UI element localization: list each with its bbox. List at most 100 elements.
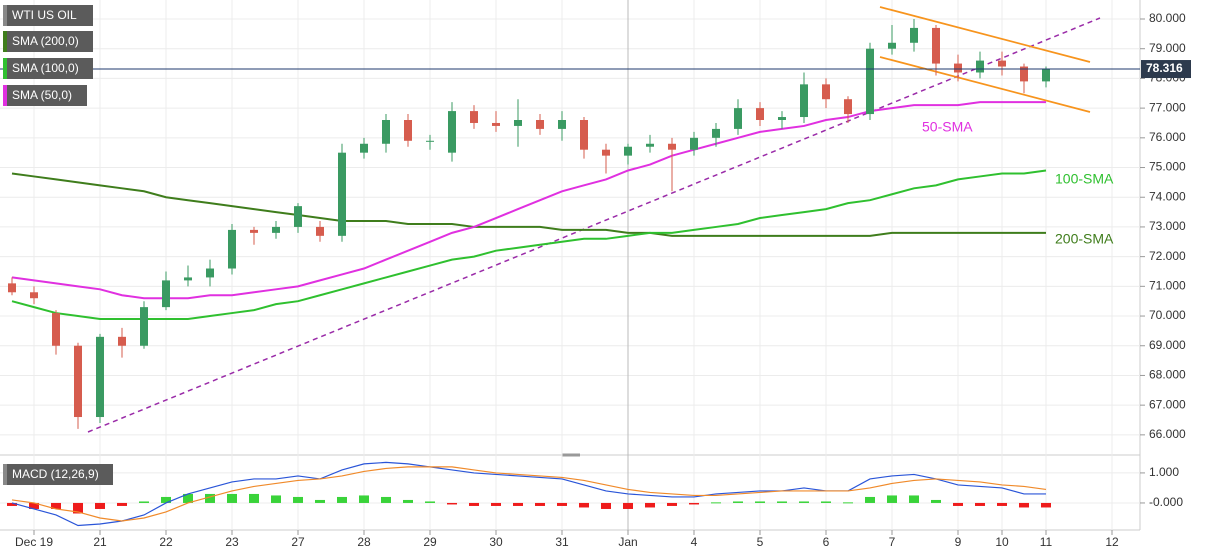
y-tick-label: 1.000 xyxy=(1149,465,1179,479)
macd-line xyxy=(11,461,1046,527)
macd-histogram-bar xyxy=(689,502,699,505)
candle-body xyxy=(998,60,1006,67)
x-tick-label: 22 xyxy=(159,535,173,549)
last-price-box xyxy=(1141,60,1191,79)
x-tick-label: 11 xyxy=(1040,535,1053,549)
x-tick-label: 23 xyxy=(225,535,239,549)
x-tick-label: 28 xyxy=(357,535,371,549)
macd-histogram-bar xyxy=(29,502,39,509)
macd-histogram-bar xyxy=(865,496,875,503)
y-tick-label: 72.000 xyxy=(1149,249,1186,263)
candle-body xyxy=(1042,69,1050,82)
candle-body xyxy=(470,111,478,123)
macd-histogram-bar xyxy=(975,502,985,506)
candle-body xyxy=(52,313,60,346)
macd-histogram-bar xyxy=(293,496,303,503)
macd-histogram-bar xyxy=(799,501,809,503)
candle-body xyxy=(140,307,148,346)
macd-histogram-bar xyxy=(447,502,457,505)
candle-body xyxy=(558,120,566,129)
trend-line xyxy=(87,17,1101,433)
candle-body xyxy=(932,27,940,64)
macd-histogram-bar xyxy=(425,501,435,503)
annotation: 50-SMA xyxy=(922,119,973,135)
candle-body xyxy=(910,27,918,43)
candle-body xyxy=(162,280,170,308)
legend-swatch xyxy=(3,464,7,485)
legend-label: SMA (200,0) xyxy=(12,34,79,48)
legend-box xyxy=(3,31,93,52)
legend-box xyxy=(3,58,93,79)
x-tick-label: Dec 19 xyxy=(15,535,53,549)
candle-body xyxy=(866,48,874,115)
legend-label: SMA (100,0) xyxy=(12,61,79,75)
macd-histogram-bar xyxy=(1019,502,1029,508)
candle-body xyxy=(74,345,82,418)
y-tick-label: 74.000 xyxy=(1149,189,1186,203)
candle-body xyxy=(272,226,280,233)
macd-histogram-bar xyxy=(711,502,721,504)
x-tick-label: 10 xyxy=(995,535,1009,549)
x-tick-label: 12 xyxy=(1105,535,1119,549)
x-tick-label: 31 xyxy=(555,535,569,549)
candle-body xyxy=(514,120,522,126)
candle-body xyxy=(96,336,104,418)
channel-line xyxy=(879,6,1091,63)
macd-histogram-bar xyxy=(469,502,479,506)
candle-body xyxy=(316,226,324,236)
x-tick-label: 9 xyxy=(955,535,962,549)
candle-body xyxy=(976,60,984,73)
macd-histogram-bar xyxy=(249,493,259,503)
macd-histogram-bar xyxy=(733,501,743,503)
macd-line xyxy=(11,466,1047,522)
x-tick-label: 5 xyxy=(757,535,764,549)
channel-line xyxy=(879,56,1091,113)
x-tick-label: 21 xyxy=(93,535,107,549)
macd-histogram-bar xyxy=(887,495,897,503)
legend-label: MACD (12,26,9) xyxy=(12,467,99,481)
macd-histogram-bar xyxy=(557,502,567,506)
candle-body xyxy=(690,137,698,150)
legend-label: WTI US OIL xyxy=(12,8,77,22)
candle-body xyxy=(536,120,544,129)
legend-swatch xyxy=(3,58,7,79)
candle-body xyxy=(382,120,390,144)
macd-histogram-bar xyxy=(667,502,677,506)
legend-label: SMA (50,0) xyxy=(12,88,72,102)
macd-histogram-bar xyxy=(117,502,127,506)
macd-histogram-bar xyxy=(161,496,171,503)
candle-body xyxy=(250,229,258,233)
macd-histogram-bar xyxy=(491,502,501,506)
macd-histogram-bar xyxy=(777,501,787,503)
y-tick-label: 67.000 xyxy=(1149,397,1186,411)
candle-body xyxy=(712,128,720,138)
x-tick-label: 27 xyxy=(291,535,305,549)
x-tick-label: 30 xyxy=(489,535,503,549)
candle-body xyxy=(448,111,456,153)
macd-histogram-bar xyxy=(7,502,17,506)
macd-histogram-bar xyxy=(403,499,413,503)
candle-body xyxy=(360,143,368,153)
macd-histogram-bar xyxy=(535,502,545,506)
macd-histogram-bar xyxy=(645,502,655,508)
candle-body xyxy=(778,117,786,120)
y-tick-label: 75.000 xyxy=(1149,160,1186,174)
y-tick-label: 71.000 xyxy=(1149,279,1186,293)
macd-histogram-bar xyxy=(205,493,215,503)
legend-box xyxy=(3,464,113,485)
macd-histogram-bar xyxy=(579,502,589,508)
macd-histogram-bar xyxy=(909,495,919,503)
candle-body xyxy=(756,108,764,120)
x-tick-label: 6 xyxy=(823,535,830,549)
candle-body xyxy=(426,140,434,142)
y-tick-label: 69.000 xyxy=(1149,338,1186,352)
legend-swatch xyxy=(3,5,7,26)
macd-histogram-bar xyxy=(953,502,963,506)
last-price-label: 78.316 xyxy=(1146,61,1183,75)
candle-body xyxy=(888,42,896,49)
y-tick-label: -0.000 xyxy=(1149,495,1183,509)
macd-histogram-bar xyxy=(337,496,347,503)
candle-body xyxy=(30,292,38,299)
